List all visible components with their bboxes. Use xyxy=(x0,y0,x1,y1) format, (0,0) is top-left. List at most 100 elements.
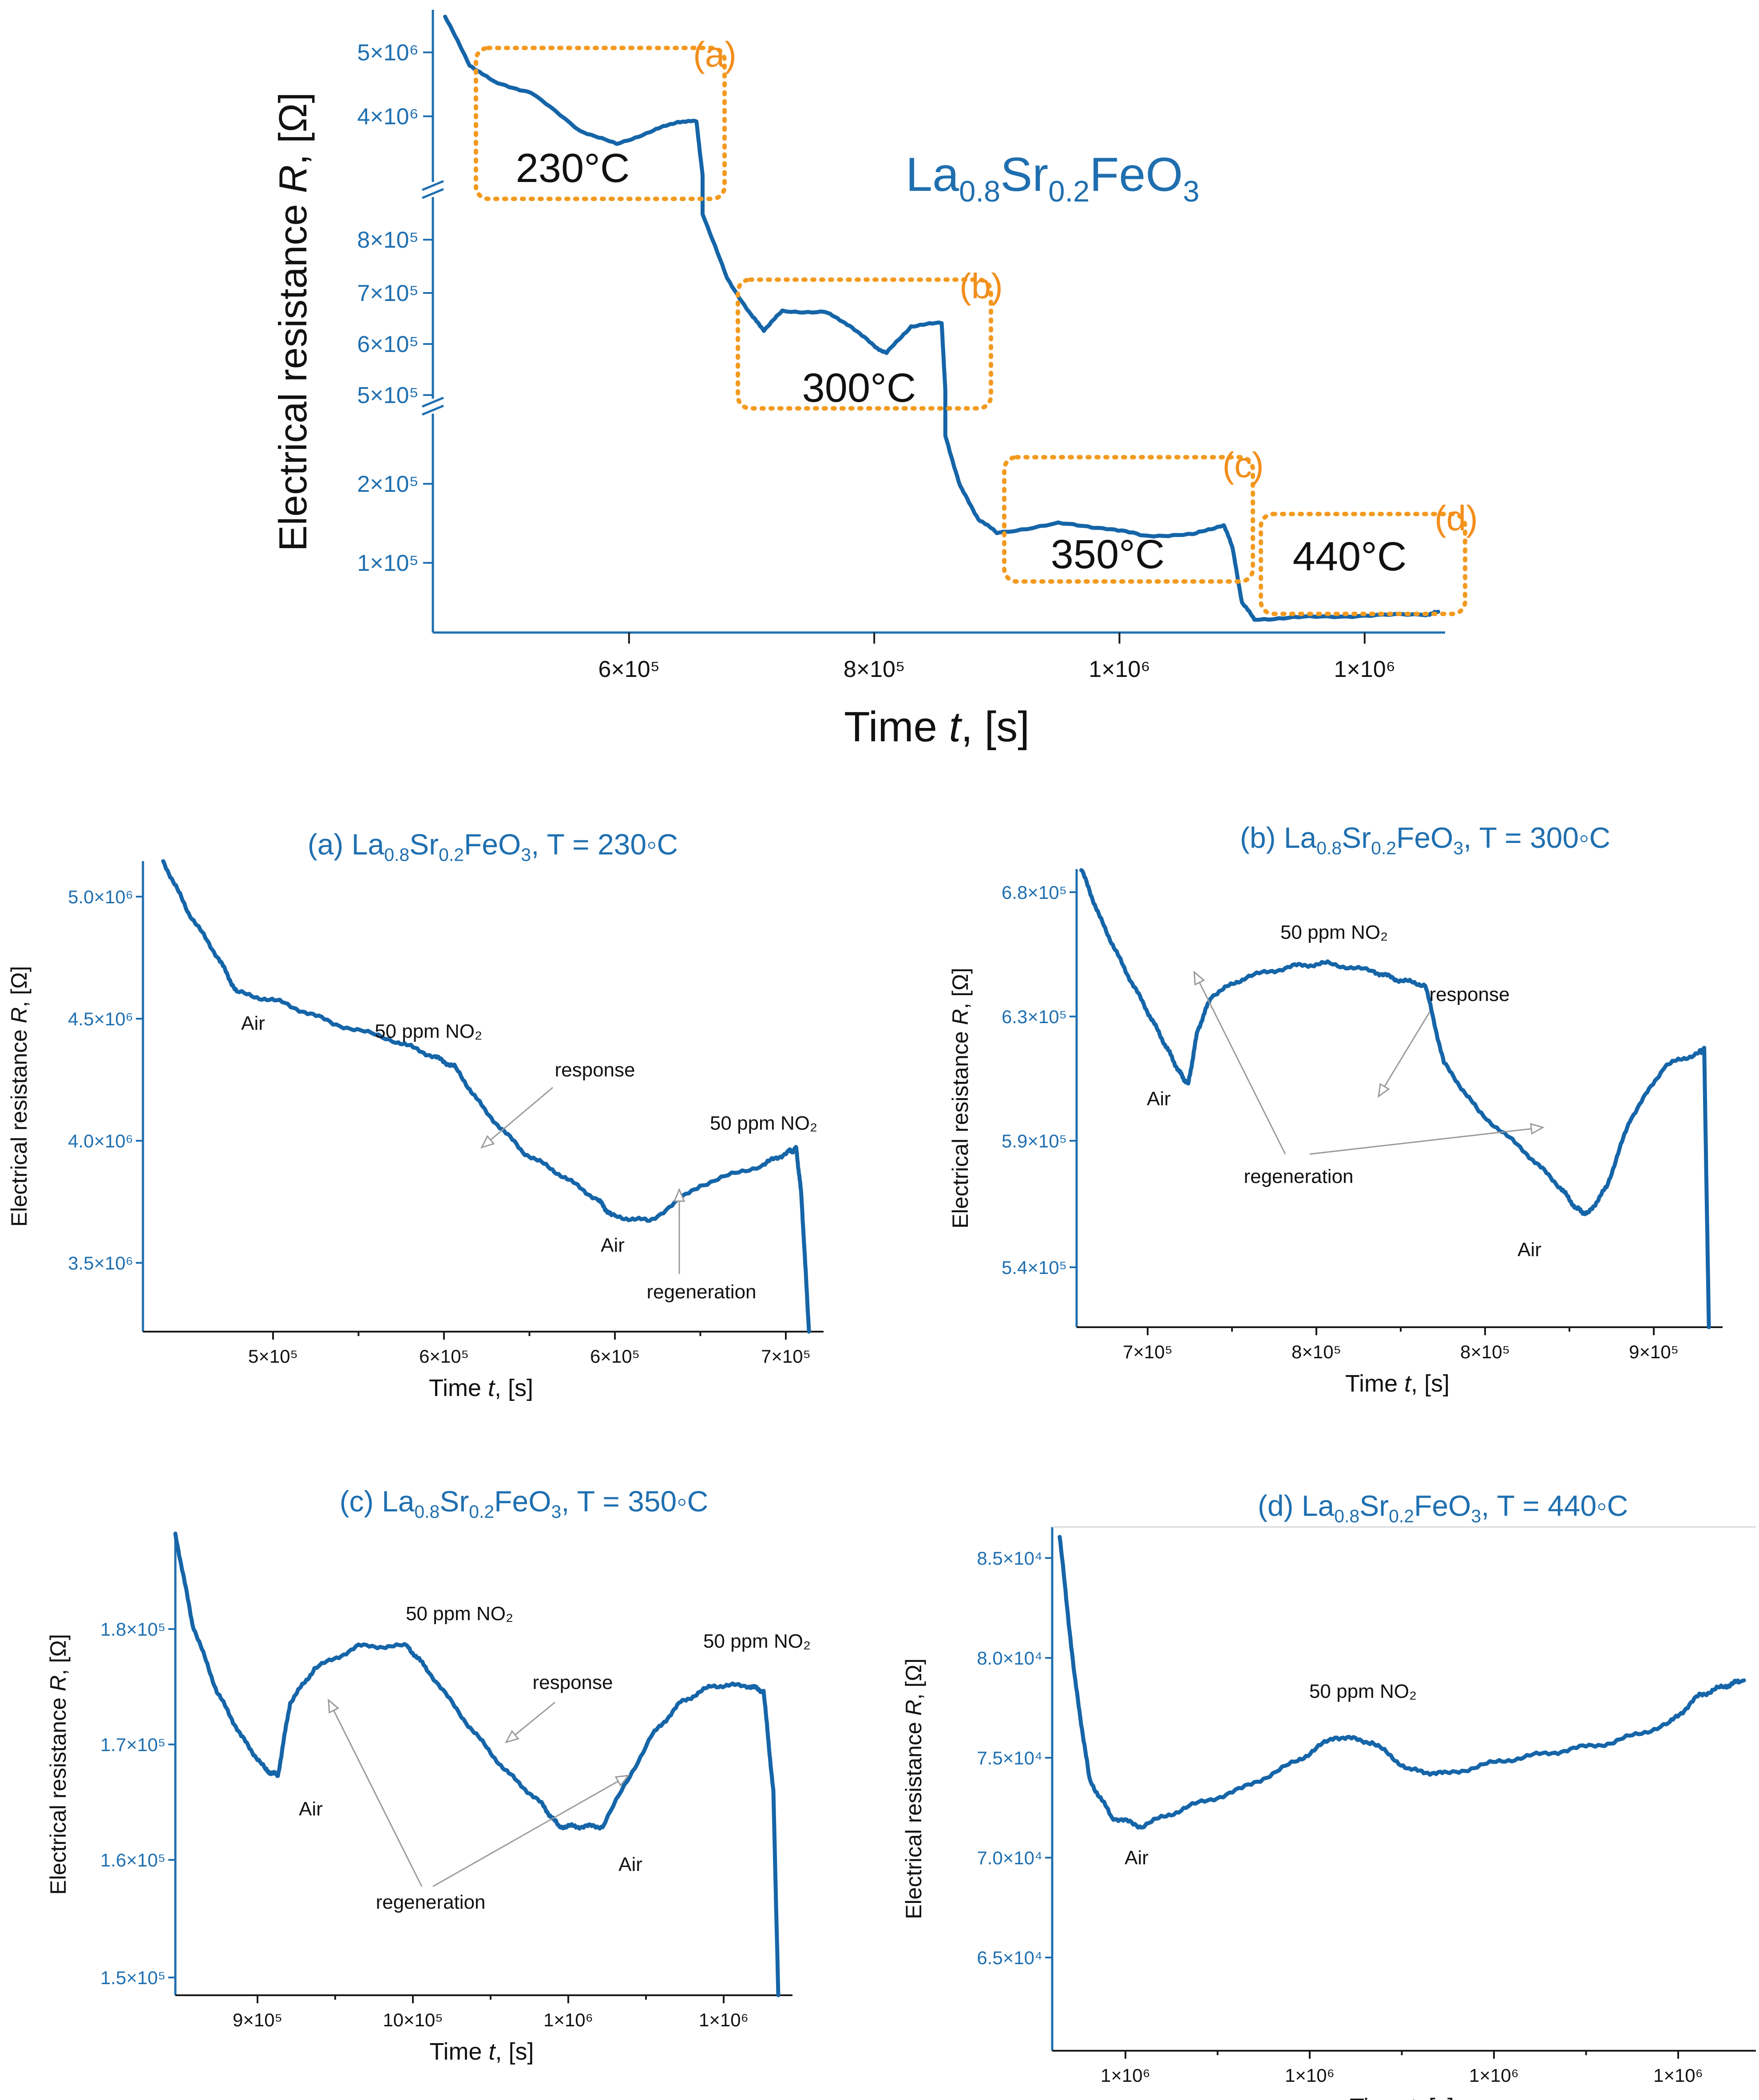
axis-break-mark xyxy=(422,404,444,416)
sub-a-y-axis-label: Electrical resistance R, [Ω] xyxy=(7,966,32,1227)
main-y-tick-label: 5×10⁵ xyxy=(357,383,419,408)
sub-b-series-line xyxy=(1079,868,1711,1329)
sub-d-x-tick-label: 1×10⁶ xyxy=(1653,2065,1703,2086)
sub-c-arrow-head xyxy=(505,1730,519,1744)
region-temperature-label: 440°C xyxy=(1293,534,1407,579)
sub-a-annotation: Air xyxy=(241,1012,265,1034)
sub-c-annotation: response xyxy=(532,1672,613,1693)
main-y-tick-label: 6×10⁵ xyxy=(357,332,419,357)
sub-b-arrow xyxy=(1378,1012,1430,1097)
sub-b-y-axis-label: Electrical resistance R, [Ω] xyxy=(948,968,973,1229)
sub-a-annotation: 50 ppm NO₂ xyxy=(710,1112,817,1134)
region-box-label: (b) xyxy=(959,266,1003,306)
sub-b-x-tick-label: 7×10⁵ xyxy=(1123,1341,1173,1362)
sub-d-y-tick-label: 6.5×10⁴ xyxy=(977,1947,1042,1968)
sub-c-y-tick-label: 1.7×10⁵ xyxy=(100,1734,166,1755)
sub-c-annotation: 50 ppm NO₂ xyxy=(703,1630,811,1652)
region-box-label: (a) xyxy=(693,35,737,74)
sub-c-arrow xyxy=(432,1775,629,1887)
sub-d-title: (d) La0.8Sr0.2FeO3, T = 440◦C xyxy=(1258,1489,1628,1527)
sub-a-annotation: Air xyxy=(601,1234,625,1256)
sub-c-y-tick-label: 1.8×10⁵ xyxy=(100,1619,166,1640)
sub-d-x-tick-label: 1×10⁶ xyxy=(1285,2065,1335,2086)
sub-a-annotation: regeneration xyxy=(646,1281,756,1303)
sub-d-y-axis-label: Electrical resistance R, [Ω] xyxy=(901,1658,926,1919)
sub-c-title: (c) La0.8Sr0.2FeO3, T = 350◦C xyxy=(340,1485,709,1522)
sub-d-y-tick-label: 8.0×10⁴ xyxy=(977,1648,1042,1669)
region-temperature-label: 300°C xyxy=(802,365,916,411)
sub-c-x-tick-label: 9×10⁵ xyxy=(233,2009,282,2030)
sub-b-arrow xyxy=(1309,1127,1543,1155)
sub-a-arrow-head xyxy=(480,1135,495,1149)
main-y-tick-label: 2×10⁵ xyxy=(357,471,419,497)
sub-a-y-tick-label: 5.0×10⁶ xyxy=(68,886,133,907)
sub-b-y-tick-label: 6.8×10⁵ xyxy=(1002,882,1067,903)
region-box-label: (c) xyxy=(1222,445,1264,485)
region-box-c xyxy=(1002,455,1255,584)
sub-b-annotation: regeneration xyxy=(1244,1166,1353,1187)
sub-a-arrow-head xyxy=(673,1188,685,1202)
sub-a-arrow xyxy=(481,1087,553,1148)
sub-c-x-axis-label: Time t, [s] xyxy=(429,2038,534,2065)
sub-c-annotation: regeneration xyxy=(376,1891,485,1913)
sub-c-y-tick-label: 1.6×10⁵ xyxy=(100,1850,166,1871)
sub-c-arrow-head xyxy=(328,1698,340,1714)
region-box-b xyxy=(736,277,993,411)
axis-break-mark xyxy=(422,396,444,408)
sub-d-y-tick-label: 7.0×10⁴ xyxy=(977,1847,1042,1868)
sub-c-y-tick-label: 1.5×10⁵ xyxy=(100,1967,166,1988)
sub-b-x-axis-label: Time t, [s] xyxy=(1345,1370,1450,1397)
main-y-tick-label: 5×10⁶ xyxy=(357,40,419,66)
main-y-tick-label: 7×10⁵ xyxy=(357,281,419,306)
sub-b-arrow xyxy=(1193,972,1286,1155)
main-series-line xyxy=(443,15,1440,622)
axis-break-mark xyxy=(422,188,444,199)
sub-a-x-tick-label: 6×10⁵ xyxy=(419,1346,469,1367)
sub-c-y-axis-label: Electrical resistance R, [Ω] xyxy=(46,1634,71,1895)
main-y-tick-label: 8×10⁵ xyxy=(357,227,419,253)
sub-a-x-tick-label: 5×10⁵ xyxy=(248,1346,298,1367)
main-y-tick-label: 4×10⁶ xyxy=(357,104,419,130)
main-x-tick-label: 6×10⁵ xyxy=(598,656,660,682)
sub-a-y-tick-label: 3.5×10⁶ xyxy=(68,1253,133,1273)
sub-d-x-tick-label: 1×10⁶ xyxy=(1469,2065,1519,2086)
sub-a-x-tick-label: 7×10⁵ xyxy=(761,1346,811,1367)
sub-a-x-tick-label: 6×10⁵ xyxy=(590,1346,640,1367)
sub-a-annotation: response xyxy=(555,1059,635,1081)
main-x-axis-label: Time t, [s] xyxy=(844,703,1030,751)
sub-d-x-tick-label: 1×10⁶ xyxy=(1101,2065,1150,2086)
sub-c-x-tick-label: 1×10⁶ xyxy=(699,2009,749,2030)
sub-c-annotation: 50 ppm NO₂ xyxy=(406,1603,513,1625)
sub-b-arrow-head xyxy=(1378,1083,1390,1098)
sub-b-y-tick-label: 5.4×10⁵ xyxy=(1002,1257,1067,1278)
sub-a-title: (a) La0.8Sr0.2FeO3, T = 230◦C xyxy=(308,828,678,865)
sub-b-x-tick-label: 9×10⁵ xyxy=(1629,1341,1679,1362)
sub-d-annotation: 50 ppm NO₂ xyxy=(1309,1681,1417,1702)
sub-a-series-line xyxy=(161,859,811,1334)
region-box-a xyxy=(474,46,727,201)
sub-b-annotation: response xyxy=(1429,984,1509,1005)
sub-b-y-tick-label: 6.3×10⁵ xyxy=(1002,1006,1067,1027)
region-temperature-label: 350°C xyxy=(1051,532,1165,577)
sub-b-arrow-head xyxy=(1193,970,1205,986)
main-y-tick-label: 1×10⁵ xyxy=(357,550,419,576)
sub-b-arrow-head xyxy=(1530,1123,1545,1135)
sub-c-arrow-head xyxy=(614,1775,630,1787)
sub-a-y-tick-label: 4.0×10⁶ xyxy=(68,1131,133,1151)
sub-d-series-line xyxy=(1058,1534,1746,1830)
main-x-tick-label: 1×10⁶ xyxy=(1334,656,1396,682)
sub-b-x-tick-label: 8×10⁵ xyxy=(1292,1341,1341,1362)
sub-c-x-tick-label: 10×10⁵ xyxy=(383,2009,443,2030)
sub-c-x-tick-label: 1×10⁶ xyxy=(543,2009,593,2030)
sub-b-x-tick-label: 8×10⁵ xyxy=(1460,1341,1510,1362)
sub-c-annotation: Air xyxy=(618,1854,642,1875)
region-temperature-label: 230°C xyxy=(516,146,630,191)
sub-b-annotation: 50 ppm NO₂ xyxy=(1280,921,1388,943)
region-box-d xyxy=(1259,512,1467,616)
main-y-axis-label: Electrical resistance R, [Ω] xyxy=(271,92,315,551)
sub-c-arrow xyxy=(328,1700,423,1887)
sub-b-annotation: Air xyxy=(1147,1088,1171,1110)
sub-a-y-tick-label: 4.5×10⁶ xyxy=(68,1008,133,1029)
sub-a-annotation: 50 ppm NO₂ xyxy=(375,1020,482,1042)
